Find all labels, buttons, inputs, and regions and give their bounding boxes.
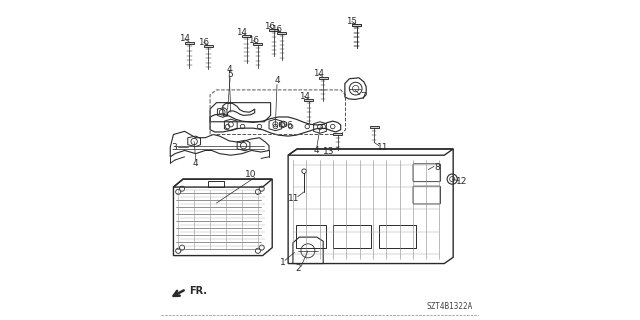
Text: 13: 13 — [323, 147, 335, 156]
FancyBboxPatch shape — [319, 77, 328, 79]
Text: 10: 10 — [245, 171, 257, 180]
Text: 11: 11 — [377, 143, 388, 152]
Text: 11: 11 — [288, 194, 300, 204]
Text: 4: 4 — [227, 65, 232, 74]
FancyBboxPatch shape — [204, 45, 213, 47]
FancyBboxPatch shape — [277, 32, 286, 34]
Text: 14: 14 — [236, 28, 248, 37]
FancyBboxPatch shape — [269, 29, 278, 31]
Text: 4: 4 — [314, 146, 319, 155]
Text: 15: 15 — [346, 17, 357, 26]
FancyBboxPatch shape — [243, 35, 251, 37]
FancyBboxPatch shape — [352, 24, 361, 26]
Text: FR.: FR. — [189, 286, 207, 296]
Text: 7: 7 — [360, 92, 366, 101]
Text: 14: 14 — [179, 35, 190, 44]
Text: 16: 16 — [248, 36, 259, 45]
Text: 14: 14 — [313, 69, 324, 78]
Text: 16: 16 — [198, 38, 209, 47]
Text: 3: 3 — [172, 143, 177, 152]
FancyBboxPatch shape — [352, 24, 361, 26]
Text: 4: 4 — [193, 159, 198, 168]
Text: 5: 5 — [227, 70, 233, 79]
Text: 2: 2 — [296, 264, 301, 274]
Text: 1: 1 — [280, 258, 285, 267]
Text: 6: 6 — [287, 121, 292, 131]
Text: 16: 16 — [271, 25, 282, 34]
Text: 16: 16 — [264, 22, 275, 31]
Text: 4: 4 — [274, 76, 280, 85]
FancyBboxPatch shape — [185, 42, 194, 44]
FancyBboxPatch shape — [305, 99, 314, 101]
Text: SZT4B1322A: SZT4B1322A — [427, 302, 473, 311]
FancyBboxPatch shape — [370, 126, 379, 128]
FancyBboxPatch shape — [333, 133, 342, 135]
FancyBboxPatch shape — [253, 43, 262, 45]
Text: 14: 14 — [299, 92, 310, 101]
Text: 12: 12 — [456, 177, 468, 186]
Text: 8: 8 — [435, 163, 440, 172]
